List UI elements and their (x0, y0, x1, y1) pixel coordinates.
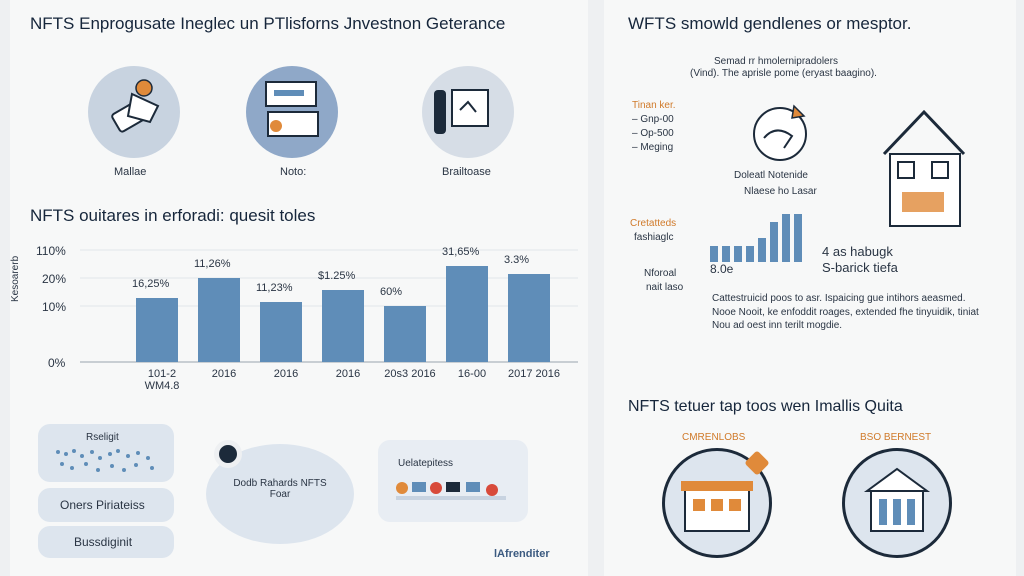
bars-caption-1: 4 as habugk (822, 244, 893, 259)
world-dots-icon (56, 449, 154, 472)
mini-bar (770, 222, 778, 262)
x-tick-label: 2016 (211, 368, 237, 380)
x-tick-label: 2016 (335, 368, 361, 380)
right-paragraph: Cattestruicid poos to asr. Ispaicing gue… (712, 293, 979, 331)
chart-title: NFTS ouitares in erforadi: quesit toles (30, 206, 316, 225)
presentation-board-icon (434, 89, 489, 134)
wallet-hand-icon (111, 79, 160, 133)
right-subtitle-1: Semad rr hmolernipradolers (714, 56, 838, 67)
list-item-1: – Gnp-00 (632, 114, 674, 125)
owners-button-label: Oners Piriateiss (60, 498, 145, 512)
storefront-circle[interactable] (662, 448, 772, 558)
bottom-label-1: Nforoal (644, 268, 677, 279)
list-item-3: – Meging (632, 142, 674, 153)
feature-label-2: Noto: (280, 166, 307, 178)
left-title: NFTS Enprogusate Ineglec un PTlisforns J… (30, 14, 506, 33)
chart-bar[interactable] (446, 266, 488, 362)
region-box-title: Rseligit (86, 432, 119, 443)
mini-bar (794, 214, 802, 262)
bank-building-icon (863, 467, 931, 532)
location-dot-icon (214, 440, 242, 468)
x-tick-label: 20s3 2016 (384, 368, 436, 380)
mid-label-2: fashiaglc (634, 232, 674, 243)
chart-bar[interactable] (384, 306, 426, 362)
speech-bubble-text: Dodb Rahards NFTS Foar (233, 478, 327, 500)
x-tick-label: 16-00 (457, 368, 487, 380)
x-tick-label: 101-2 WM4.8 (144, 368, 180, 392)
left-panel: NFTS Enprogusate Ineglec un PTlisforns J… (10, 0, 588, 576)
bar-data-label: 60% (380, 286, 403, 298)
map-markers-icon (396, 482, 506, 500)
center-label-1: Doleatl Notenide (734, 170, 808, 181)
budget-button[interactable]: Bussdiginit (38, 526, 174, 558)
hand-pin-icon (753, 104, 807, 161)
ytick-110: 110% (36, 244, 66, 258)
right-subtitle-2: (Vind). The aprisle pome (eryast baagino… (690, 68, 877, 79)
bar-data-label: 11,23% (256, 282, 293, 294)
mini-bar (782, 214, 790, 262)
bar-data-label: 11,26% (194, 258, 231, 270)
right-panel: WFTS smowld gendlenes or mesptor. Semad … (604, 0, 1016, 576)
feature-label-3: Brailtoase (442, 166, 491, 178)
feature-circle-2[interactable] (246, 66, 338, 158)
legend-card[interactable]: Uelatepitess (378, 440, 528, 522)
bars-caption-2: S-barick tiefa (822, 260, 898, 275)
feature-circle-1[interactable] (88, 66, 180, 158)
chart-bar[interactable] (198, 278, 240, 362)
chart-bar[interactable] (508, 274, 550, 362)
storefront-icon (681, 481, 753, 532)
mid-label-1: Cretatteds (630, 218, 677, 229)
house-icon (882, 109, 966, 227)
chart-bar[interactable] (260, 302, 302, 362)
mini-bar (734, 246, 742, 262)
bar-data-label: 3.3% (504, 254, 530, 266)
section-title: NFTS tetuer tap toos wen Imallis Quita (628, 398, 903, 415)
mini-bar (746, 246, 754, 262)
bar-chart (80, 249, 578, 363)
mini-bar (722, 246, 730, 262)
center-label-2: Nlaese ho Lasar (744, 186, 817, 197)
region-box[interactable]: Rseligit (38, 424, 174, 482)
right-circle-label: BSO BERNEST (860, 432, 932, 443)
chart-bar[interactable] (136, 298, 178, 362)
bar-data-label: $1.25% (318, 270, 356, 282)
document-card-icon (265, 81, 319, 137)
x-tick-label: 2016 (273, 368, 299, 380)
feature-label-1: Mallae (114, 166, 147, 178)
legend-title: Uelatepitess (398, 458, 454, 469)
chart-bar[interactable] (322, 290, 364, 362)
list-head: Tinan ker. (632, 100, 676, 111)
ytick-20: 20% (42, 272, 67, 286)
bars-prefix: 8.0e (710, 262, 734, 276)
bank-circle[interactable] (842, 448, 952, 558)
bottom-label-2: nait laso (646, 282, 684, 293)
feature-circle-3[interactable] (422, 66, 514, 158)
bar-data-label: 31,65% (442, 246, 480, 258)
ytick-10: 10% (42, 300, 67, 314)
x-tick-label: 2017 2016 (508, 368, 560, 380)
brand-mark: lAfrenditer (494, 548, 550, 560)
mini-bar (758, 238, 766, 262)
ytick-0: 0% (48, 356, 66, 370)
right-title: WFTS smowld gendlenes or mesptor. (628, 14, 912, 33)
mini-bar (710, 246, 718, 262)
budget-button-label: Bussdiginit (74, 535, 133, 549)
left-circle-label: CMRENLOBS (682, 432, 746, 443)
owners-button[interactable]: Oners Piriateiss (38, 488, 174, 522)
list-item-2: – Op-500 (632, 128, 674, 139)
bar-data-label: 16,25% (132, 278, 170, 290)
